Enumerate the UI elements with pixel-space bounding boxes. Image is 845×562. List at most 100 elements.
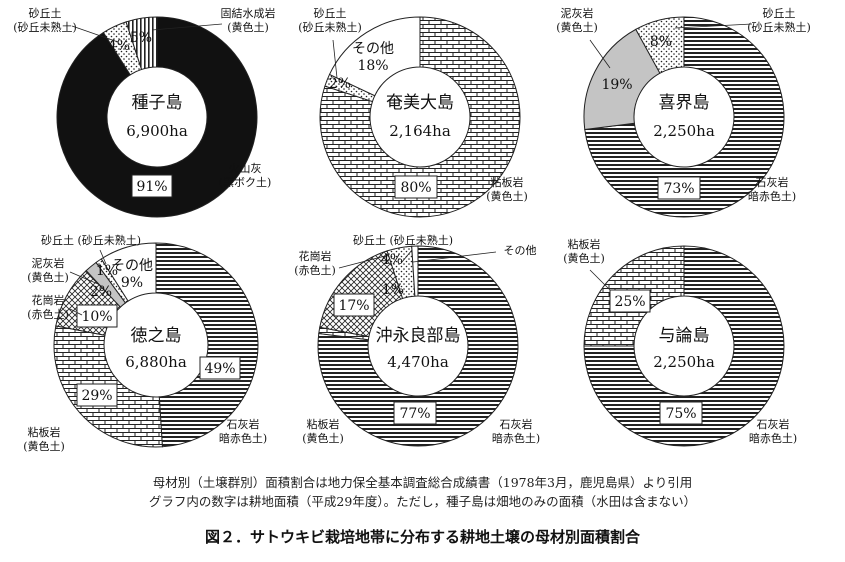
source-note: 母材別（土壌群別）面積割合は地力保全基本調査総合成績書（1978年3月，鹿児島県…: [152, 475, 693, 490]
slice-category-label: 火山灰(黒ボク土): [219, 161, 272, 189]
label-text: 火山灰(黒ボク土): [219, 161, 272, 189]
pct-box: [659, 401, 703, 425]
label-text: その他 9%: [111, 258, 153, 291]
donut-slice: [100, 242, 157, 302]
center-subtitle: 2,250ha: [653, 353, 715, 371]
donut-chart-tokunoshima: 徳之島 6,880ha 49% 29% 10% 2% 1% その他 9% 石灰岩暗…: [23, 233, 267, 453]
label-text: 花崗岩(赤色土): [294, 249, 336, 277]
pct-box: [609, 289, 651, 313]
slice-category-label: 石灰岩暗赤色土): [219, 417, 267, 445]
center-title: 奄美大島: [386, 93, 454, 113]
donut-chart-yoronjima: 与論島 2,250ha 75% 25% 石灰岩暗赤色土) 粘板岩(黄色土): [563, 237, 797, 447]
leader-line: [412, 251, 497, 263]
donut-slice: [125, 16, 158, 71]
donut-chart-tanegashima: 種子島 6,900ha 91% 4% 5% 火山灰(黒ボク土) 砂丘土(砂丘未熟…: [13, 6, 276, 218]
label-text: 砂丘土 (砂丘未熟土): [41, 233, 141, 247]
donut-chart-kikaijima: 喜界島 2,250ha 73% 19% 8% 石灰岩暗赤色土) 泥灰岩(黄色土)…: [556, 6, 811, 218]
label-text: その他 18%: [352, 41, 394, 74]
donut-slice: [583, 245, 785, 447]
leader-line: [589, 269, 611, 291]
leader-line: [69, 308, 83, 316]
slice-value-label: 4%: [381, 252, 403, 268]
center-title: 沖永良部島: [376, 326, 461, 346]
pct-box: [657, 176, 701, 200]
slice-category-label: 粘板岩(黄色土): [563, 237, 605, 265]
leader-line: [401, 249, 413, 263]
slice-category-label: 砂丘土(砂丘未熟土): [298, 7, 362, 34]
slice-category-label: 砂丘土 (砂丘未熟土): [41, 233, 141, 247]
slice-value-label: 73%: [663, 181, 694, 197]
donut-chart-amami-oshima: 奄美大島 2,164ha 80% 2% その他 18% 粘板岩(黄色土) 砂丘土(…: [298, 7, 528, 218]
slice-category-label: 固結水成岩(黄色土): [221, 6, 276, 34]
slice-value-label: 1%: [382, 282, 404, 298]
slice-category-label: 花崗岩(赤色土): [294, 249, 336, 277]
slice-value-label: 2%: [90, 284, 112, 300]
pct-box: [394, 175, 438, 199]
leader-line: [674, 23, 753, 29]
label-text: 粘板岩(黄色土): [486, 175, 528, 203]
label-text: 石灰岩暗赤色土): [749, 417, 797, 445]
slice-value-label: 10%: [81, 309, 112, 325]
label-text: 粘板岩(黄色土): [302, 417, 344, 445]
slice-value-label: 49%: [204, 361, 235, 377]
label-text: 砂丘土 (砂丘未熟土): [353, 233, 453, 247]
slice-value-label: 1%: [96, 263, 118, 279]
leader-line: [589, 39, 611, 69]
data-note: グラフ内の数字は耕地面積（平成29年度）。ただし，種子島は畑地のみの面積（水田は…: [148, 494, 697, 509]
donut-slice: [411, 245, 419, 297]
donut-slices: [319, 16, 521, 218]
slice-value-label: 91%: [136, 179, 167, 195]
center-title: 喜界島: [659, 93, 710, 113]
donut-slice: [317, 245, 519, 447]
label-text: 石灰岩暗赤色土): [492, 417, 540, 445]
donut-slices: [56, 16, 258, 218]
donut-chart-okinoerabujima: 沖永良部島 4,470ha 77% 1% 17% 4% 石灰岩暗赤色土) 粘板岩…: [294, 233, 540, 447]
slice-category-label: 石灰岩暗赤色土): [748, 175, 796, 203]
slice-value-label: その他 18%: [352, 41, 394, 74]
pct-box: [76, 383, 118, 407]
slice-category-label: 泥灰岩(黄色土): [556, 6, 598, 34]
pct-box: [76, 304, 118, 328]
leader-line: [338, 255, 386, 269]
slice-value-label: 77%: [399, 406, 430, 422]
center-title: 種子島: [132, 93, 183, 113]
slice-value-label: 2%: [329, 76, 351, 92]
slice-value-label: その他 9%: [111, 258, 153, 291]
label-text: 泥灰岩(黄色土): [556, 6, 598, 34]
pct-box: [199, 356, 241, 380]
slice-value-label: 8%: [650, 34, 672, 50]
slice-category-label: 泥灰岩(黄色土): [27, 256, 69, 284]
donut-slice: [635, 16, 685, 74]
slice-value-label: 80%: [400, 180, 431, 196]
slice-category-label: 粘板岩(黄色土): [486, 175, 528, 203]
donut-slice: [584, 16, 785, 218]
label-text: その他: [504, 244, 537, 257]
slice-category-label: 砂丘土 (砂丘未熟土): [353, 233, 453, 247]
label-text: 砂丘土(砂丘未熟土): [13, 7, 77, 34]
figure-caption: 図２．サトウキビ栽培地帯に分布する耕地土壌の母材別面積割合: [204, 528, 640, 546]
center-subtitle: 6,900ha: [126, 122, 188, 140]
label-text: 砂丘土(砂丘未熟土): [747, 7, 811, 34]
slice-category-label: 粘板岩(黄色土): [302, 417, 344, 445]
pct-box: [393, 401, 437, 425]
slice-category-label: その他: [504, 244, 537, 257]
slice-category-label: 粘板岩(黄色土): [23, 425, 65, 453]
leader-line: [151, 23, 223, 31]
slice-category-label: 砂丘土(砂丘未熟土): [13, 7, 77, 34]
slice-category-label: 砂丘土(砂丘未熟土): [747, 7, 811, 34]
slice-category-label: 石灰岩暗赤色土): [749, 417, 797, 445]
slice-value-label: 17%: [338, 298, 369, 314]
center-title: 与論島: [659, 326, 710, 346]
center-subtitle: 2,164ha: [389, 122, 451, 140]
pct-box: [131, 174, 173, 198]
center-subtitle: 2,250ha: [653, 122, 715, 140]
donut-slice: [319, 16, 521, 218]
label-text: 砂丘土(砂丘未熟土): [298, 7, 362, 34]
center-subtitle: 4,470ha: [387, 353, 449, 371]
slice-value-label: 25%: [614, 294, 645, 310]
label-text: 石灰岩暗赤色土): [748, 175, 796, 203]
leader-line: [99, 249, 107, 265]
leader-line: [71, 25, 119, 43]
leader-line: [69, 271, 99, 285]
